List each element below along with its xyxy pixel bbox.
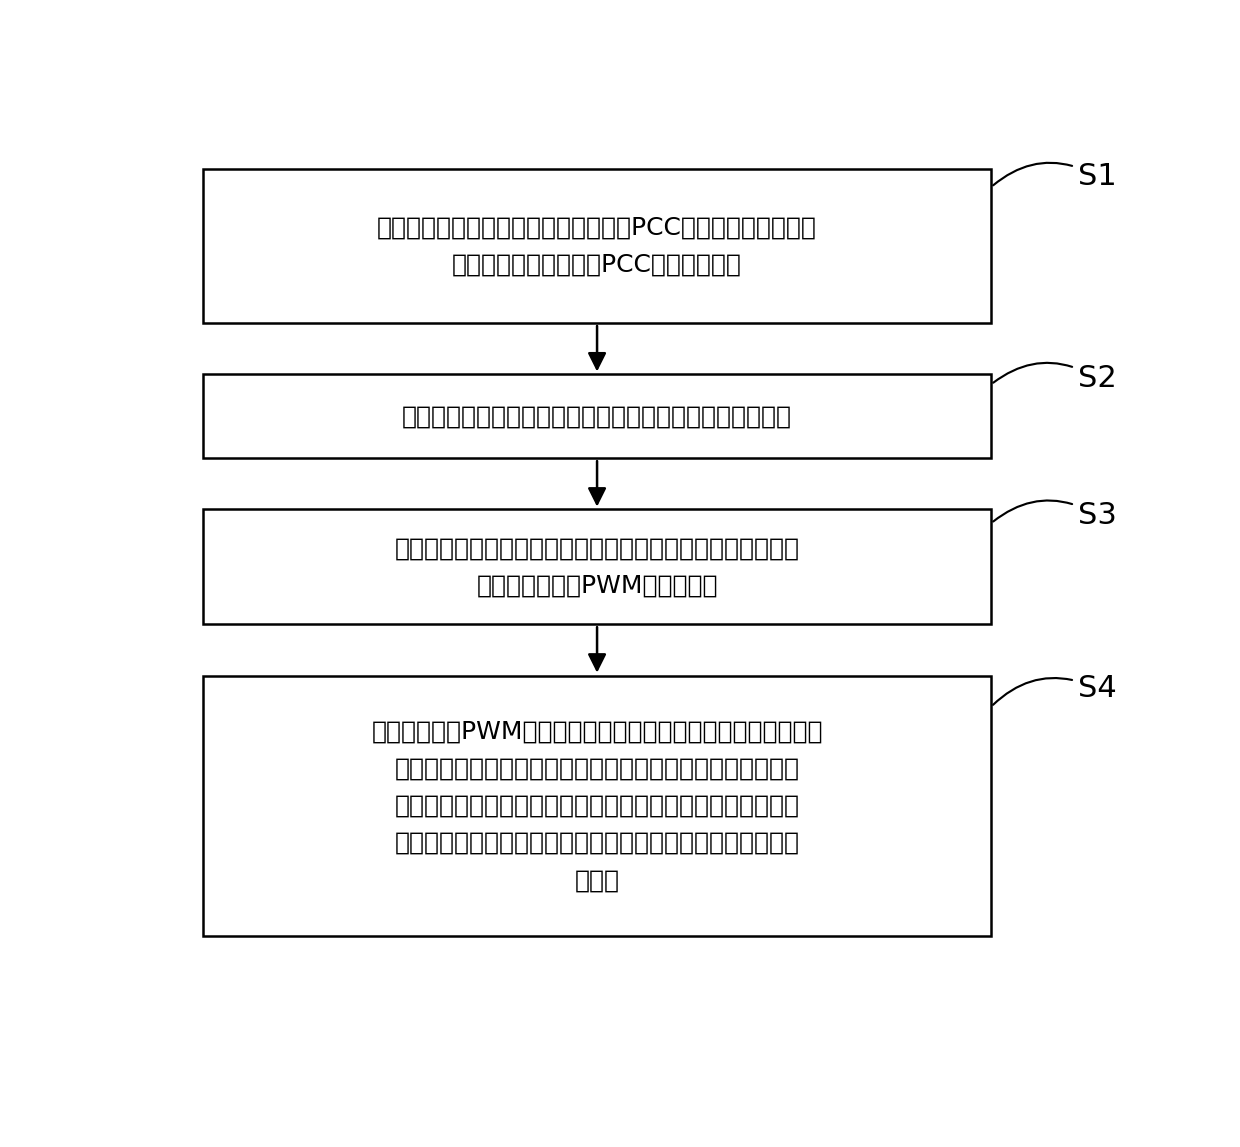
Text: 电流指令值和采集的电压电流经附加抑制次同步振荡控制的电
流解耦控制输出PWM电压指令值: 电流指令值和采集的电压电流经附加抑制次同步振荡控制的电 流解耦控制输出PWM电压… [394, 536, 800, 598]
Bar [203, 509, 991, 624]
Bar [203, 169, 991, 323]
Bar [203, 676, 991, 936]
Text: S3: S3 [993, 500, 1116, 530]
Text: 电压指令值经PWM调制后形成变换器输出电压控制信号，改变变
换器输出电流和电压的关系，进而改变相邻连接处同步机电磁
转矩增量和转速增量关系，通过设置合适的附加抑: 电压指令值经PWM调制后形成变换器输出电压控制信号，改变变 换器输出电流和电压的… [371, 719, 823, 892]
Text: 由直流电压和无功功率控制形成电流解耦控制的输入指令值: 由直流电压和无功功率控制形成电流解耦控制的输入指令值 [402, 404, 792, 428]
Text: S2: S2 [993, 362, 1116, 393]
Bar [203, 374, 991, 459]
Text: S1: S1 [993, 162, 1116, 190]
Text: 采集电压源型变换器所在系统公共连接PCC点电压，电压源型变
换器接入系统公共连接PCC点线路电流。: 采集电压源型变换器所在系统公共连接PCC点电压，电压源型变 换器接入系统公共连接… [377, 216, 817, 276]
Text: S4: S4 [993, 674, 1116, 705]
